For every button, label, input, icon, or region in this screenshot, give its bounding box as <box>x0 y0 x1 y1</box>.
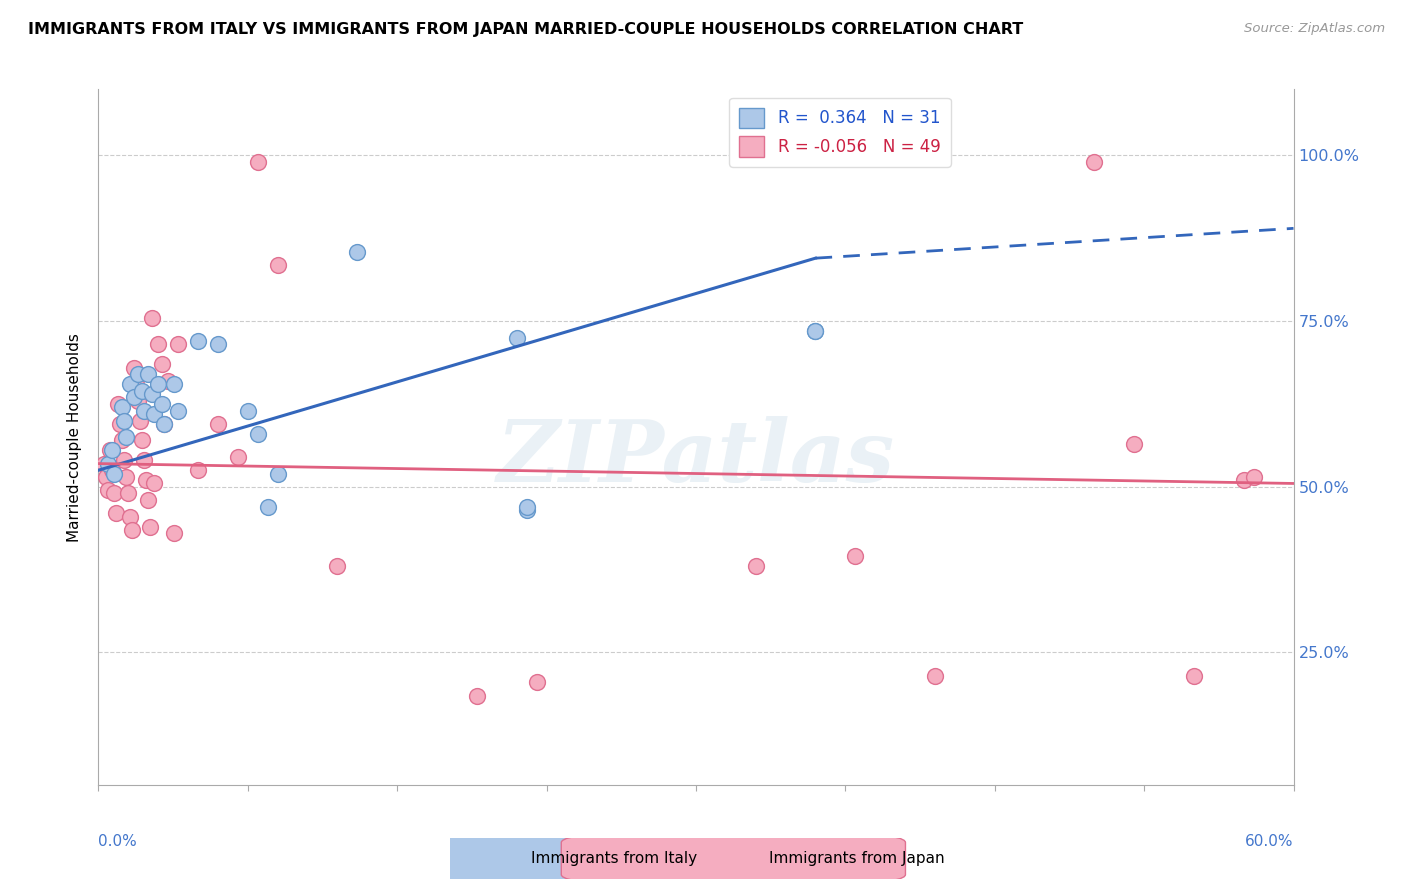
Point <box>101 463 124 477</box>
Point <box>163 377 186 392</box>
Point <box>115 470 138 484</box>
Point <box>105 506 128 520</box>
Point <box>1083 155 1105 169</box>
Text: Immigrants from Italy: Immigrants from Italy <box>531 851 697 866</box>
Point <box>1233 473 1256 487</box>
Point <box>117 486 139 500</box>
Point <box>143 476 166 491</box>
Point <box>465 689 488 703</box>
Y-axis label: Married-couple Households: Married-couple Households <box>67 333 83 541</box>
Point <box>267 467 290 481</box>
FancyBboxPatch shape <box>323 830 668 887</box>
Point <box>103 486 125 500</box>
Point <box>804 324 827 338</box>
Point <box>127 367 149 381</box>
Text: 0.0%: 0.0% <box>98 834 138 848</box>
Point <box>804 324 827 338</box>
Point <box>167 337 190 351</box>
Point <box>187 334 209 348</box>
Point <box>124 390 146 404</box>
Point <box>346 244 368 259</box>
Point <box>96 470 118 484</box>
Point <box>141 310 163 325</box>
Point <box>100 443 122 458</box>
Point <box>163 526 186 541</box>
Point <box>1243 470 1265 484</box>
Point <box>157 374 180 388</box>
Point <box>135 473 157 487</box>
Point <box>516 500 538 514</box>
Point <box>131 434 153 448</box>
Point <box>136 493 159 508</box>
Point <box>267 258 290 272</box>
Point <box>167 403 190 417</box>
Point <box>526 675 548 690</box>
Point <box>124 360 146 375</box>
Point <box>256 500 278 514</box>
Point <box>97 483 120 497</box>
Point <box>110 417 132 431</box>
Text: Immigrants from Japan: Immigrants from Japan <box>769 851 945 866</box>
Point <box>207 337 229 351</box>
Point <box>93 457 115 471</box>
Point <box>150 357 173 371</box>
Point <box>120 377 142 392</box>
Point <box>236 403 259 417</box>
Point <box>121 523 143 537</box>
Point <box>1123 436 1146 450</box>
Point <box>745 559 768 574</box>
Point <box>131 384 153 398</box>
Point <box>246 426 269 441</box>
Point <box>150 397 173 411</box>
Point <box>516 503 538 517</box>
Point <box>112 453 135 467</box>
Text: IMMIGRANTS FROM ITALY VS IMMIGRANTS FROM JAPAN MARRIED-COUPLE HOUSEHOLDS CORRELA: IMMIGRANTS FROM ITALY VS IMMIGRANTS FROM… <box>28 22 1024 37</box>
Point <box>924 668 946 682</box>
Point <box>111 434 134 448</box>
Text: Source: ZipAtlas.com: Source: ZipAtlas.com <box>1244 22 1385 36</box>
Text: ZIPatlas: ZIPatlas <box>496 417 896 500</box>
Point <box>97 457 120 471</box>
Point <box>129 413 152 427</box>
Point <box>101 443 124 458</box>
Point <box>134 403 156 417</box>
Point <box>326 559 349 574</box>
Point <box>844 549 866 564</box>
Point <box>506 331 529 345</box>
Point <box>153 417 176 431</box>
Text: 60.0%: 60.0% <box>1246 834 1294 848</box>
Point <box>125 377 148 392</box>
Point <box>141 387 163 401</box>
Point <box>1182 668 1205 682</box>
Point <box>120 509 142 524</box>
Point <box>226 450 249 464</box>
Point <box>103 467 125 481</box>
FancyBboxPatch shape <box>561 830 905 887</box>
Point <box>148 337 170 351</box>
Point <box>134 453 156 467</box>
Point <box>143 407 166 421</box>
Point <box>136 367 159 381</box>
Point <box>115 430 138 444</box>
Point <box>207 417 229 431</box>
Point <box>139 519 162 533</box>
Point <box>187 463 209 477</box>
Point <box>112 413 135 427</box>
Point <box>153 417 176 431</box>
Point <box>127 393 149 408</box>
Point <box>107 397 129 411</box>
Legend: R =  0.364   N = 31, R = -0.056   N = 49: R = 0.364 N = 31, R = -0.056 N = 49 <box>730 97 950 167</box>
Point <box>111 401 134 415</box>
Point <box>246 155 269 169</box>
Point <box>148 377 170 392</box>
